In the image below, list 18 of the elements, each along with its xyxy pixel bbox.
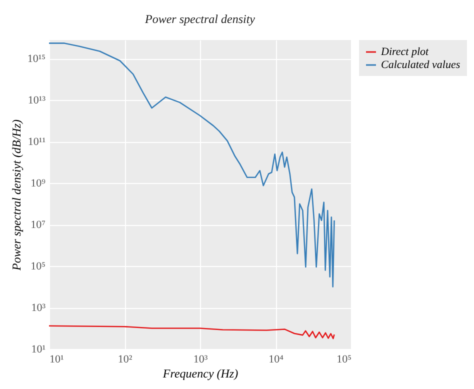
y-tick-label: 10⁹ <box>30 178 46 190</box>
x-tick-label: 10⁴ <box>268 354 284 366</box>
y-tick-label: 10⁵ <box>30 260 46 273</box>
y-tick-label: 10⁷ <box>30 219 46 232</box>
chart-title: Power spectral density <box>144 12 256 26</box>
y-axis-title: Power spectral densiyt (dB/Hz) <box>9 120 24 272</box>
y-tick-label: 10¹³ <box>28 94 46 107</box>
y-tick-label: 10¹¹ <box>28 136 46 148</box>
x-tick-label: 10³ <box>193 354 208 366</box>
legend-label: Direct plot <box>380 46 430 58</box>
y-tick-label: 10¹⁵ <box>27 53 46 66</box>
x-axis-title: Frequency (Hz) <box>162 366 238 380</box>
x-tick-label: 10¹ <box>50 354 64 366</box>
y-tick-label: 10³ <box>31 302 46 314</box>
legend-label: Calculated values <box>381 59 460 71</box>
x-tick-label: 10⁵ <box>336 354 352 366</box>
y-tick-label: 10¹ <box>31 344 46 356</box>
x-tick-label: 10² <box>118 354 133 366</box>
